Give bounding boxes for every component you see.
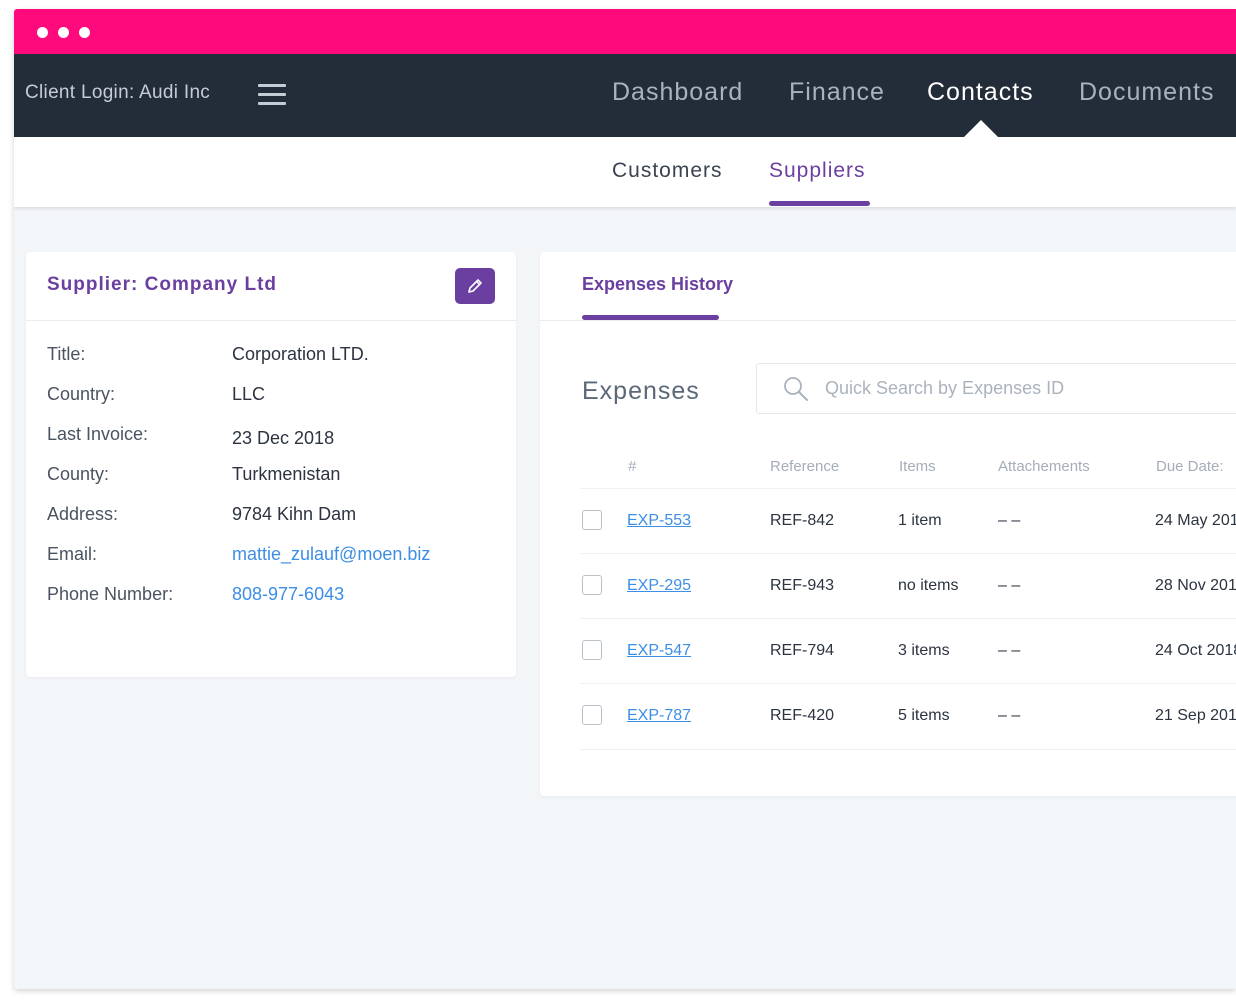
expense-id-link[interactable]: EXP-553 [627,512,692,529]
expense-due-date: 28 Nov 2018 [1155,577,1236,594]
active-nav-caret-icon [964,120,998,137]
search-icon [784,377,808,401]
field-label-county: County: [47,464,110,484]
nav-item-contacts[interactable]: Contacts [927,78,1034,106]
table-row: EXP-553 REF-842 1 item – – 24 May 2018 [580,488,1236,554]
column-header-attachments[interactable]: Attachements [998,458,1090,475]
nav-item-documents[interactable]: Documents [1079,78,1215,106]
search-box [756,363,1236,414]
app-window: Client Login: Audi Inc Dashboard Finance… [14,9,1236,989]
tab-customers[interactable]: Customers [612,159,723,182]
email-link[interactable]: mattie_zulauf@moen.biz [232,544,431,564]
field-label-address: Address: [47,504,119,524]
supplier-title: Supplier: Company Ltd [47,274,277,295]
nav-item-finance[interactable]: Finance [789,78,885,106]
window-dot-icon [58,27,69,38]
sub-navigation: Customers Suppliers [14,137,1236,207]
window-titlebar [14,9,1236,54]
expense-due-date: 21 Sep 2018 [1155,707,1236,724]
expense-attachments: – – [998,642,1021,659]
expense-reference: REF-943 [770,577,835,594]
expense-items: 5 items [898,707,950,724]
supplier-card: Supplier: Company Ltd Title: Corporation… [26,252,516,677]
row-checkbox[interactable] [582,510,602,530]
expense-due-date: 24 May 2018 [1155,512,1236,529]
edit-supplier-button[interactable] [455,268,495,304]
expense-items: 3 items [898,642,950,659]
column-header-number: # [628,458,637,475]
field-label-country: Country: [47,384,116,404]
column-header-due-date[interactable]: Due Date: [1156,458,1224,475]
expense-items: 1 item [898,512,942,529]
search-input[interactable] [823,364,1236,413]
phone-link[interactable]: 808-977-6043 [232,584,345,604]
expense-id-link[interactable]: EXP-787 [627,707,692,724]
expenses-card: Expenses History Expenses # Reference It… [540,252,1236,796]
active-tab-indicator [582,315,719,320]
hamburger-menu-icon[interactable] [258,84,286,106]
column-header-reference[interactable]: Reference [770,458,840,475]
tab-expenses-history[interactable]: Expenses History [582,274,734,294]
field-value-country: LLC [232,384,266,404]
row-checkbox[interactable] [582,640,602,660]
expense-due-date: 24 Oct 2018 [1155,642,1236,659]
window-dot-icon [37,27,48,38]
field-value-county: Turkmenistan [232,464,341,484]
expense-id-link[interactable]: EXP-295 [627,577,692,594]
field-label-email: Email: [47,544,98,564]
divider [540,320,1236,321]
nav-item-dashboard[interactable]: Dashboard [612,78,744,106]
window-dot-icon [79,27,90,38]
field-value-address: 9784 Kihn Dam [232,504,357,524]
pencil-icon [468,279,482,293]
row-checkbox[interactable] [582,575,602,595]
expense-attachments: – – [998,512,1021,529]
field-value-last-invoice: 23 Dec 2018 [232,428,335,448]
row-checkbox[interactable] [582,705,602,725]
expense-attachments: – – [998,707,1021,724]
active-tab-indicator [769,201,870,206]
column-header-items[interactable]: Items [899,458,936,475]
expense-reference: REF-794 [770,642,835,659]
field-label-last-invoice: Last Invoice: [47,424,149,444]
supplier-card-header: Supplier: Company Ltd [26,252,516,321]
expense-reference: REF-420 [770,707,835,724]
tab-suppliers[interactable]: Suppliers [769,159,866,182]
top-navigation: Client Login: Audi Inc Dashboard Finance… [14,54,1236,137]
field-label-phone: Phone Number: [47,584,174,604]
table-row: EXP-295 REF-943 no items – – 28 Nov 2018 [580,553,1236,619]
expense-id-link[interactable]: EXP-547 [627,642,692,659]
expenses-heading: Expenses [582,377,700,405]
client-login-label: Client Login: Audi Inc [25,82,211,103]
table-row: EXP-547 REF-794 3 items – – 24 Oct 2018 [580,618,1236,684]
field-value-title: Corporation LTD. [232,344,369,364]
field-label-title: Title: [47,344,86,364]
expense-items: no items [898,577,959,594]
expense-attachments: – – [998,577,1021,594]
table-row: EXP-787 REF-420 5 items – – 21 Sep 2018 [580,683,1236,750]
expense-reference: REF-842 [770,512,835,529]
